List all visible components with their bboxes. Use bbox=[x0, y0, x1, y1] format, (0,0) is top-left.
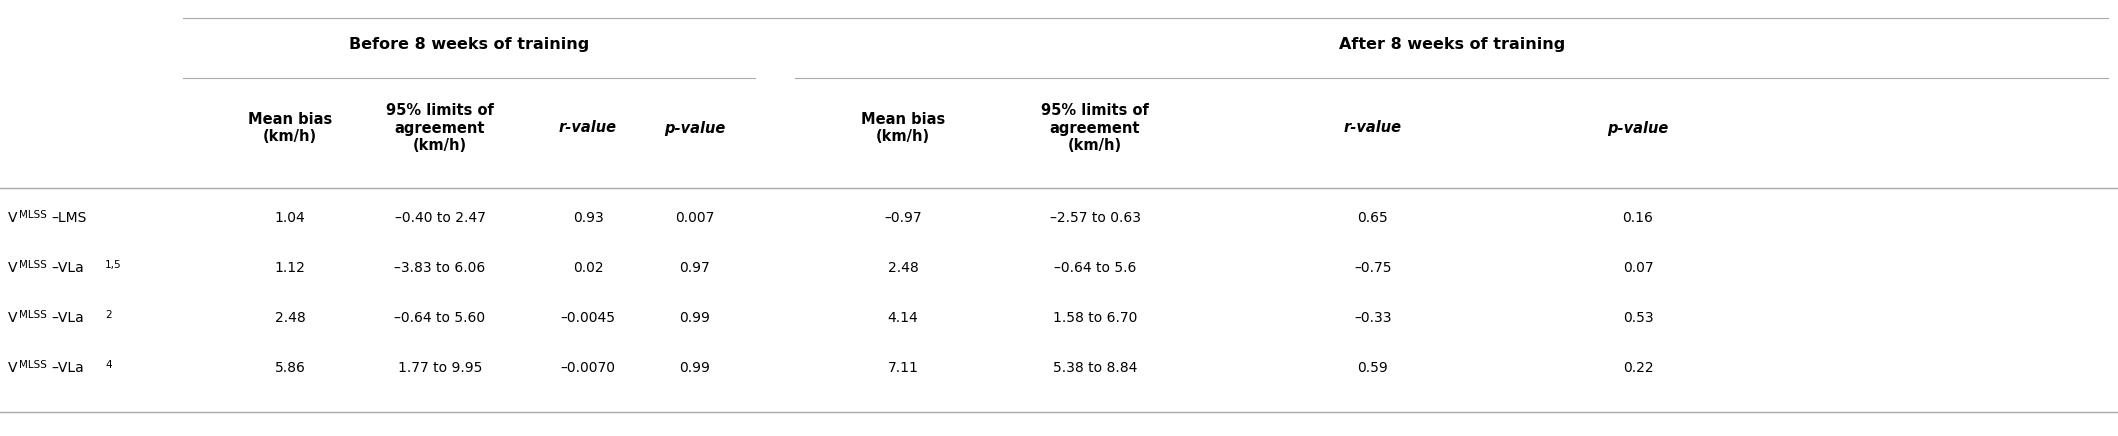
Text: 1.77 to 9.95: 1.77 to 9.95 bbox=[398, 361, 483, 375]
Text: V: V bbox=[8, 211, 17, 225]
Text: 2.48: 2.48 bbox=[887, 261, 919, 275]
Text: 4: 4 bbox=[106, 360, 112, 370]
Text: V: V bbox=[8, 311, 17, 325]
Text: V: V bbox=[8, 361, 17, 375]
Text: 2: 2 bbox=[106, 310, 112, 320]
Text: 1.58 to 6.70: 1.58 to 6.70 bbox=[1053, 311, 1137, 325]
Text: p-value: p-value bbox=[665, 120, 726, 136]
Text: 2.48: 2.48 bbox=[275, 311, 305, 325]
Text: Mean bias
(km/h): Mean bias (km/h) bbox=[860, 112, 945, 144]
Text: After 8 weeks of training: After 8 weeks of training bbox=[1339, 37, 1565, 51]
Text: –0.75: –0.75 bbox=[1353, 261, 1392, 275]
Text: 0.65: 0.65 bbox=[1358, 211, 1389, 225]
Text: –0.64 to 5.60: –0.64 to 5.60 bbox=[394, 311, 485, 325]
Text: –0.0070: –0.0070 bbox=[561, 361, 616, 375]
Text: –VLa: –VLa bbox=[51, 261, 85, 275]
Text: Before 8 weeks of training: Before 8 weeks of training bbox=[349, 37, 589, 51]
Text: –2.57 to 0.63: –2.57 to 0.63 bbox=[1051, 211, 1139, 225]
Text: –0.33: –0.33 bbox=[1353, 311, 1392, 325]
Text: 4.14: 4.14 bbox=[887, 311, 919, 325]
Text: Mean bias
(km/h): Mean bias (km/h) bbox=[248, 112, 333, 144]
Text: 0.007: 0.007 bbox=[676, 211, 714, 225]
Text: 0.22: 0.22 bbox=[1622, 361, 1654, 375]
Text: MLSS: MLSS bbox=[19, 360, 47, 370]
Text: 0.53: 0.53 bbox=[1622, 311, 1654, 325]
Text: r-value: r-value bbox=[1345, 120, 1402, 136]
Text: MLSS: MLSS bbox=[19, 310, 47, 320]
Text: –0.40 to 2.47: –0.40 to 2.47 bbox=[394, 211, 485, 225]
Text: MLSS: MLSS bbox=[19, 210, 47, 220]
Text: –3.83 to 6.06: –3.83 to 6.06 bbox=[394, 261, 485, 275]
Text: –0.64 to 5.6: –0.64 to 5.6 bbox=[1055, 261, 1135, 275]
Text: 0.07: 0.07 bbox=[1622, 261, 1654, 275]
Text: –VLa: –VLa bbox=[51, 361, 85, 375]
Text: r-value: r-value bbox=[559, 120, 616, 136]
Text: –VLa: –VLa bbox=[51, 311, 85, 325]
Text: 1,5: 1,5 bbox=[106, 260, 121, 270]
Text: 1.04: 1.04 bbox=[275, 211, 305, 225]
Text: –0.97: –0.97 bbox=[883, 211, 921, 225]
Text: 5.38 to 8.84: 5.38 to 8.84 bbox=[1053, 361, 1137, 375]
Text: 0.99: 0.99 bbox=[680, 361, 710, 375]
Text: –LMS: –LMS bbox=[51, 211, 87, 225]
Text: 0.16: 0.16 bbox=[1622, 211, 1654, 225]
Text: 0.97: 0.97 bbox=[680, 261, 710, 275]
Text: 95% limits of
agreement
(km/h): 95% limits of agreement (km/h) bbox=[1042, 103, 1148, 153]
Text: 1.12: 1.12 bbox=[275, 261, 305, 275]
Text: –0.0045: –0.0045 bbox=[561, 311, 616, 325]
Text: 0.99: 0.99 bbox=[680, 311, 710, 325]
Text: 5.86: 5.86 bbox=[275, 361, 305, 375]
Text: 0.93: 0.93 bbox=[572, 211, 604, 225]
Text: 0.59: 0.59 bbox=[1358, 361, 1389, 375]
Text: p-value: p-value bbox=[1608, 120, 1669, 136]
Text: 0.02: 0.02 bbox=[572, 261, 604, 275]
Text: V: V bbox=[8, 261, 17, 275]
Text: 95% limits of
agreement
(km/h): 95% limits of agreement (km/h) bbox=[385, 103, 493, 153]
Text: 7.11: 7.11 bbox=[887, 361, 919, 375]
Text: MLSS: MLSS bbox=[19, 260, 47, 270]
